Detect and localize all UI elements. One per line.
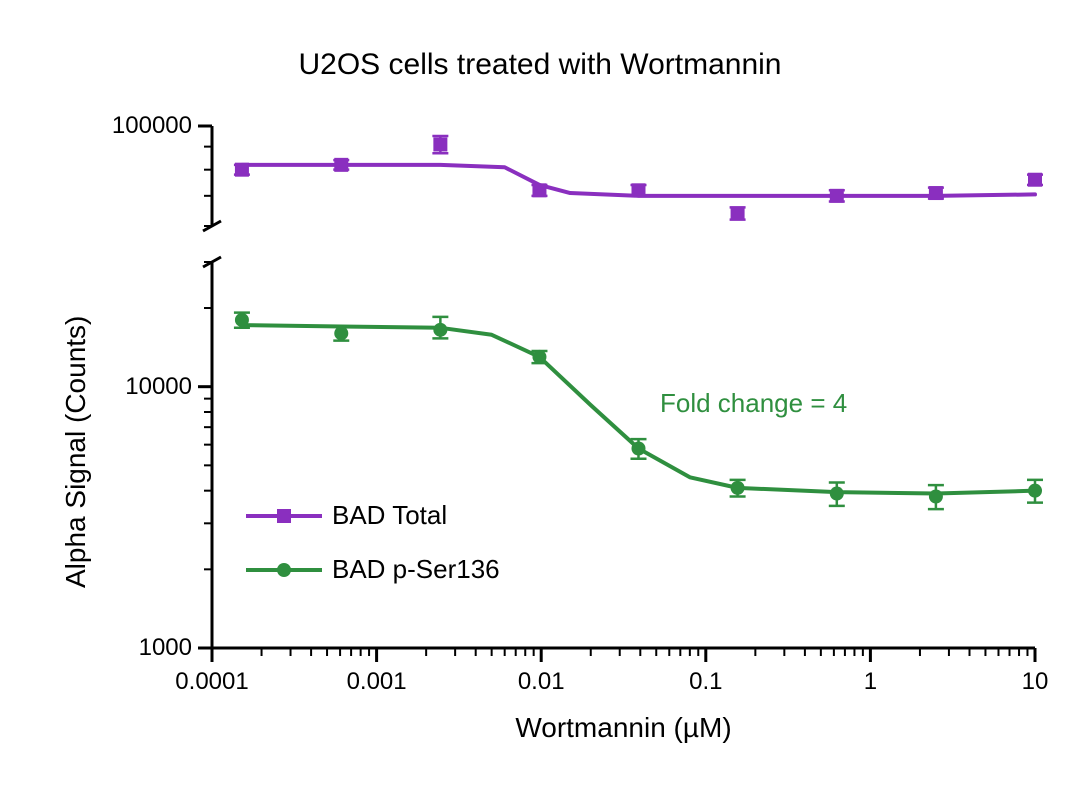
y-tick-label: 10000 xyxy=(125,373,192,401)
legend-label: BAD Total xyxy=(332,500,447,531)
x-tick-label: 0.001 xyxy=(347,668,407,696)
y-axis-label: Alpha Signal (Counts) xyxy=(60,316,92,588)
chart-title: U2OS cells treated with Wortmannin xyxy=(0,48,1080,82)
y-tick-label: 1000 xyxy=(139,634,192,662)
x-tick-label: 0.1 xyxy=(689,668,722,696)
x-tick-label: 0.01 xyxy=(518,668,565,696)
x-tick-label: 10 xyxy=(1022,668,1049,696)
x-tick-label: 0.0001 xyxy=(175,668,248,696)
legend-item: BAD p-Ser136 xyxy=(246,554,500,585)
y-tick-label: 100000 xyxy=(112,112,192,140)
legend-swatch xyxy=(246,560,322,580)
x-tick-label: 1 xyxy=(864,668,877,696)
chart-container: U2OS cells treated with Wortmannin Alpha… xyxy=(0,0,1080,795)
fold-change-annotation: Fold change = 4 xyxy=(660,388,847,419)
legend-label: BAD p-Ser136 xyxy=(332,554,500,585)
legend-swatch xyxy=(246,506,322,526)
x-axis-label: Wortmannin (µM) xyxy=(212,712,1035,744)
legend-item: BAD Total xyxy=(246,500,447,531)
